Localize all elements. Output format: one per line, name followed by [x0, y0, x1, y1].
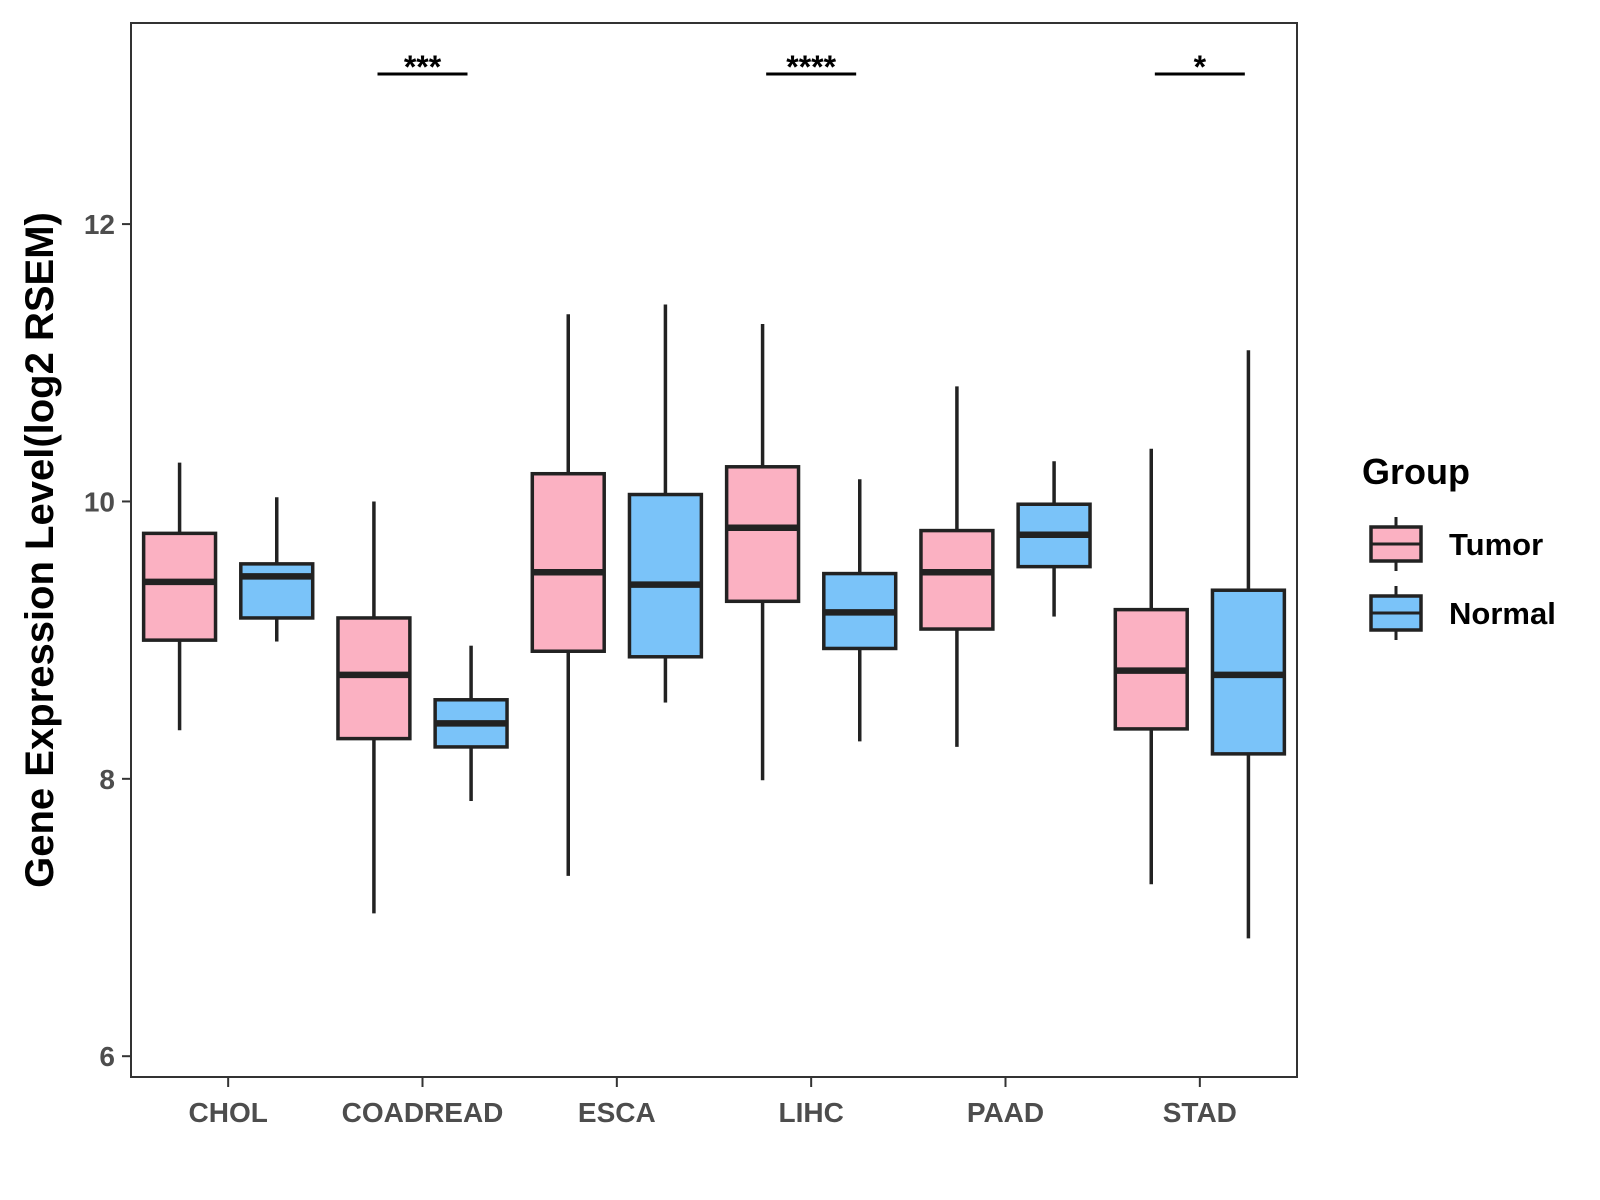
x-axis: CHOL COADREAD ESCA LIHC PAAD STAD — [189, 1077, 1237, 1128]
significance-label: *** — [404, 49, 442, 85]
box-body — [530, 471, 606, 653]
x-tick-label: COADREAD — [342, 1097, 504, 1128]
legend-title: Group — [1362, 451, 1470, 492]
x-tick-label: STAD — [1163, 1097, 1237, 1128]
box-normal-esca — [627, 304, 704, 703]
x-tick-label: PAAD — [967, 1097, 1044, 1128]
y-tick-label: 6 — [99, 1041, 115, 1072]
box-body — [239, 562, 315, 620]
significance-label: **** — [786, 49, 836, 85]
box-tumor-chol — [141, 462, 218, 731]
box-body — [336, 616, 412, 741]
x-tick-label: LIHC — [779, 1097, 844, 1128]
box-normal-coadread — [433, 645, 509, 802]
significance-annotations: *** **** * — [377, 49, 1245, 85]
y-tick-label: 10 — [84, 486, 115, 517]
plot-panel — [130, 22, 1298, 1078]
legend-item-tumor: Tumor — [1369, 517, 1543, 571]
box-tumor-stad — [1113, 448, 1189, 885]
box-normal-stad — [1210, 350, 1287, 939]
box-normal-chol — [239, 497, 315, 642]
significance-label: * — [1194, 49, 1207, 85]
box-tumor-coadread — [336, 501, 412, 914]
box-body — [724, 465, 801, 604]
y-axis-title: Gene Expression Level(log2 RSEM) — [18, 212, 62, 888]
box-body — [919, 528, 995, 631]
box-body — [627, 492, 704, 659]
legend-label: Tumor — [1449, 527, 1543, 562]
box-tumor-lihc — [724, 323, 801, 781]
box-tumor-paad — [919, 386, 995, 747]
y-axis: 6 8 10 12 — [84, 209, 131, 1072]
box-body — [141, 531, 218, 642]
y-tick-label: 8 — [99, 764, 115, 795]
box-plots — [141, 304, 1287, 939]
y-tick-label: 12 — [84, 209, 115, 240]
box-normal-lihc — [822, 479, 898, 742]
box-normal-paad — [1016, 461, 1092, 617]
x-tick-label: ESCA — [578, 1097, 656, 1128]
legend: Group Tumor Normal — [1362, 451, 1556, 640]
legend-label: Normal — [1449, 596, 1556, 631]
box-tumor-esca — [530, 314, 606, 876]
x-tick-label: CHOL — [189, 1097, 268, 1128]
legend-item-normal: Normal — [1369, 586, 1556, 640]
